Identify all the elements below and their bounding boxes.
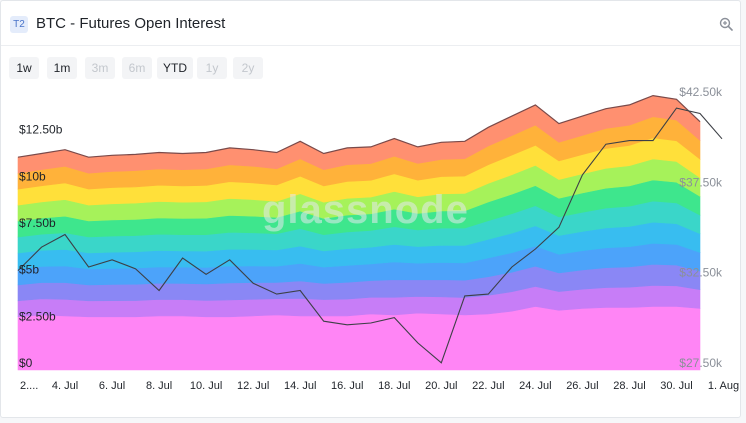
left-axis-tick-label: $0: [19, 356, 33, 370]
x-axis-tick-label: 2....: [20, 380, 38, 392]
left-axis-tick-label: $7.50b: [19, 216, 56, 230]
right-axis-tick-label: $37.50k: [679, 175, 723, 189]
range-1y-button[interactable]: 1y: [197, 57, 227, 79]
left-axis-tick-label: $12.50b: [19, 123, 63, 137]
x-axis-tick-label: 26. Jul: [566, 380, 598, 392]
left-axis-tick-label: $10b: [19, 169, 46, 183]
left-axis-tick-label: $2.50b: [19, 309, 56, 323]
range-2y-button[interactable]: 2y: [233, 57, 263, 79]
x-axis-tick-label: 14. Jul: [284, 380, 316, 392]
right-axis-tick-label: $42.50k: [679, 85, 723, 99]
x-axis-tick-label: 30. Jul: [660, 380, 692, 392]
right-axis-tick-label: $27.50k: [679, 356, 723, 370]
card-header: T2 BTC - Futures Open Interest: [1, 1, 740, 46]
x-axis-tick-label: 16. Jul: [331, 380, 363, 392]
watermark-text: glassnode: [262, 188, 469, 232]
x-axis-tick-label: 24. Jul: [519, 380, 551, 392]
x-axis-tick-label: 18. Jul: [378, 380, 410, 392]
range-1m-button[interactable]: 1m: [47, 57, 77, 79]
x-axis-tick-label: 28. Jul: [613, 380, 645, 392]
range-3m-button[interactable]: 3m: [85, 57, 115, 79]
x-axis-tick-label: 22. Jul: [472, 380, 504, 392]
chart-title: BTC - Futures Open Interest: [36, 15, 226, 32]
price-line: [17, 107, 723, 364]
range-ytd-button[interactable]: YTD: [157, 57, 193, 79]
oi-total-outline: [17, 94, 701, 158]
range-6m-button[interactable]: 6m: [122, 57, 152, 79]
left-axis-tick-label: $5b: [19, 263, 39, 277]
x-axis-tick-label: 4. Jul: [52, 380, 78, 392]
right-axis-tick-label: $32.50k: [679, 266, 723, 280]
x-axis-tick-label: 10. Jul: [190, 380, 222, 392]
x-axis-tick-label: 12. Jul: [237, 380, 269, 392]
tier-badge: T2: [10, 16, 28, 33]
x-axis-tick-label: 6. Jul: [99, 380, 125, 392]
x-axis-tick-label: 8. Jul: [146, 380, 172, 392]
x-axis-tick-label: 1. Aug: [708, 380, 739, 392]
zoom-icon[interactable]: [719, 17, 733, 31]
range-1w-button[interactable]: 1w: [9, 57, 39, 79]
x-axis-tick-label: 20. Jul: [425, 380, 457, 392]
